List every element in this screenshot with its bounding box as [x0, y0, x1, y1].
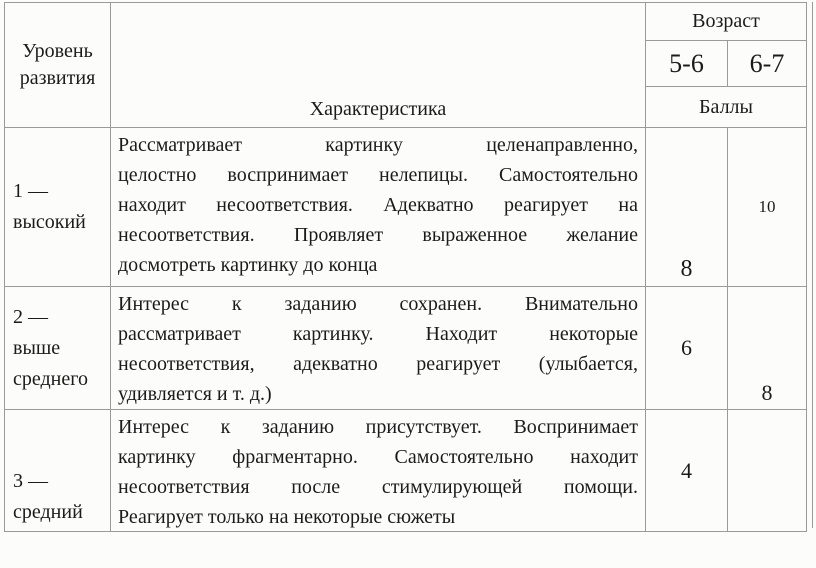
characteristic-text-line: несоответствия после стимулирующей помощ… [118, 476, 638, 498]
characteristic-text-line: несоответствия, адекватно реагирует (улы… [118, 353, 638, 375]
characteristic-text-line: Реагирует только на некоторые сюжеты [118, 506, 456, 528]
table-outer-border-line [812, 2, 813, 528]
characteristic-text-line: Интерес к заданию присутствует. Восприни… [118, 416, 638, 438]
level-cell-3-average: 3 — средний [5, 410, 111, 532]
characteristic-cell-level-1: Рассматривает картинку целенаправленно, ц… [111, 128, 646, 287]
characteristic-text-line: досмотреть картинку до конца [118, 254, 378, 276]
age-group-5-6-header: 5-6 [646, 41, 728, 87]
characteristic-text-line: несоответствия. Проявляет выраженное жел… [118, 224, 638, 246]
assessment-table: Уровень развития Характеристика Возраст … [4, 2, 807, 532]
level-cell-2-above-average: 2 — выше среднего [5, 287, 111, 410]
characteristic-text-line: целостно воспринимает нелепицы. Самостоя… [118, 164, 638, 186]
characteristic-column-header: Характеристика [111, 3, 646, 128]
age-group-6-7-header: 6-7 [728, 41, 807, 87]
characteristic-cell-level-3: Интерес к заданию присутствует. Восприни… [111, 410, 646, 532]
characteristic-text-line: Интерес к заданию сохранен. Внимательно [118, 293, 638, 315]
score-cell-level-3-age-5-6: 4 [646, 410, 728, 532]
characteristic-text-line: картинку фрагментарно. Самостоятельно на… [118, 446, 638, 468]
score-cell-level-1-age-6-7: 10 [728, 128, 807, 287]
scores-header: Баллы [646, 87, 807, 128]
score-cell-level-1-age-5-6: 8 [646, 128, 728, 287]
level-cell-1-high: 1 — высокий [5, 128, 111, 287]
characteristic-text-line: рассматривает картинку. Находит некоторы… [118, 323, 638, 345]
characteristic-cell-level-2: Интерес к заданию сохранен. Внимательно р… [111, 287, 646, 410]
score-cell-level-3-age-6-7 [728, 410, 807, 532]
age-column-header: Возраст [646, 3, 807, 41]
level-column-header: Уровень развития [5, 3, 111, 128]
characteristic-text-line: Рассматривает картинку целенаправленно, [118, 134, 638, 156]
score-cell-level-2-age-5-6: 6 [646, 287, 728, 410]
score-cell-level-2-age-6-7: 8 [728, 287, 807, 410]
characteristic-text-line: находит несоответствия. Адекватно реагир… [118, 194, 638, 216]
characteristic-text-line: удивляется и т. д.) [118, 383, 272, 405]
